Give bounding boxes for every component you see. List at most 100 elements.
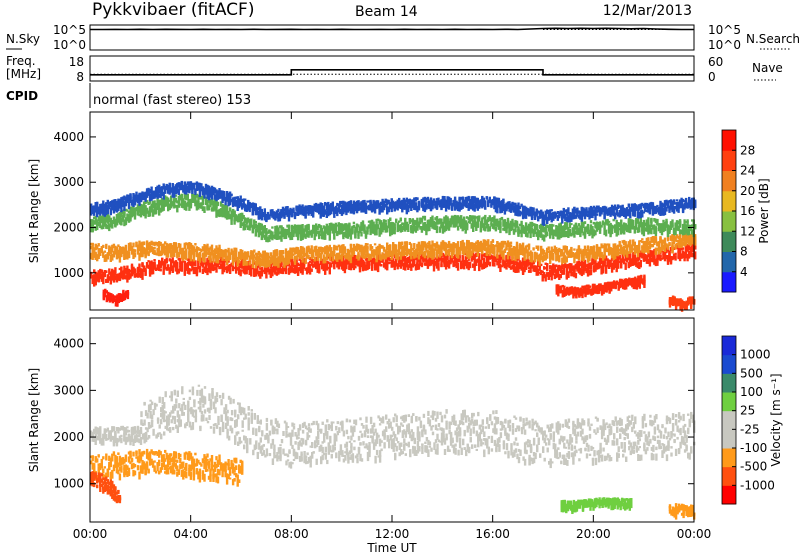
echo-cell — [176, 263, 179, 272]
echo-cell — [242, 204, 245, 208]
echo-cell — [520, 220, 523, 224]
echo-cell — [118, 252, 122, 255]
echo-cell — [426, 253, 430, 259]
echo-cell — [90, 208, 93, 216]
echo-cell — [521, 251, 525, 255]
echo-cell — [269, 234, 273, 240]
echo-cell — [289, 253, 292, 260]
echo-cell — [102, 220, 105, 227]
echo-cell — [633, 243, 636, 249]
echo-cell — [225, 193, 229, 199]
echo-cell — [484, 252, 487, 257]
echo-cell — [174, 197, 177, 201]
echo-cell — [476, 247, 479, 253]
echo-cell — [623, 222, 626, 226]
echo-cell — [666, 238, 670, 242]
echo-cell — [604, 219, 608, 224]
echo-cell — [688, 234, 691, 242]
echo-cell — [684, 234, 688, 238]
echo-cell — [343, 255, 347, 259]
echo-cell — [330, 262, 333, 266]
echo-cell — [452, 256, 455, 260]
echo-cell — [493, 262, 496, 267]
echo-cell — [512, 250, 516, 256]
echo-cell — [206, 268, 209, 276]
echo-cell — [142, 241, 146, 246]
echo-cell — [363, 255, 366, 259]
echo-cell — [568, 267, 572, 274]
echo-cell — [165, 201, 168, 206]
echo-cell — [496, 250, 499, 259]
echo-cell — [142, 250, 146, 253]
echo-cell — [543, 256, 546, 261]
echo-cell — [543, 266, 546, 270]
echo-cell — [244, 198, 247, 201]
echo-cell — [278, 211, 282, 218]
echo-cell — [556, 253, 559, 259]
echo-cell — [171, 186, 174, 192]
echo-cell — [327, 261, 330, 265]
echo-cell — [179, 182, 182, 185]
echo-cell — [629, 223, 632, 230]
echo-cell — [123, 195, 126, 198]
echo-cell — [263, 225, 266, 232]
echo-cell — [316, 249, 319, 256]
echo-cell — [287, 250, 291, 258]
echo-cell — [446, 249, 449, 254]
echo-cell — [170, 245, 173, 250]
echo-cell — [654, 258, 658, 263]
echo-cell — [434, 244, 437, 251]
echo-cell — [541, 273, 544, 277]
echo-cell — [254, 269, 257, 273]
echo-cell — [431, 244, 434, 248]
echo-cell — [115, 206, 119, 213]
echo-cell — [654, 259, 658, 267]
echo-cell — [651, 255, 655, 263]
echo-cell — [567, 271, 570, 278]
echo-cell — [556, 273, 559, 278]
echo-cell — [114, 250, 117, 255]
echo-cell — [115, 222, 119, 226]
freq-right-tick-top: 60 — [708, 55, 723, 69]
echo-cell — [435, 262, 439, 267]
echo-cell — [533, 251, 537, 255]
echo-cell — [188, 204, 191, 211]
echo-cell — [372, 221, 375, 226]
echo-cell — [174, 190, 177, 195]
echo-cell — [438, 245, 442, 250]
echo-cell — [644, 241, 647, 245]
echo-cell — [592, 251, 596, 258]
echo-cell — [307, 231, 310, 238]
echo-cell — [120, 217, 123, 226]
echo-cell — [366, 231, 369, 235]
echo-cell — [129, 207, 132, 216]
echo-cell — [145, 240, 149, 246]
echo-cell — [659, 223, 662, 227]
echo-cell — [114, 221, 117, 227]
echo-cell — [509, 225, 513, 232]
echo-cell — [327, 255, 330, 259]
echo-cell — [90, 245, 93, 250]
echo-cell — [636, 227, 639, 233]
echo-cell — [280, 225, 283, 233]
echo-cell — [565, 222, 568, 225]
echo-cell — [677, 255, 680, 258]
echo-cell — [299, 256, 303, 260]
echo-cell — [130, 263, 134, 271]
echo-cell — [376, 251, 380, 255]
echo-cell — [585, 249, 588, 255]
echo-cell — [176, 188, 179, 194]
echo-cell — [515, 247, 519, 254]
echo-cell — [103, 250, 106, 253]
echo-cell — [221, 190, 224, 198]
echo-cell — [410, 248, 413, 253]
echo-cell — [659, 254, 662, 257]
echo-cell — [645, 220, 649, 228]
echo-cell — [307, 262, 310, 267]
noise-left-tick-bottom: 10^0 — [53, 38, 86, 52]
echo-cell — [529, 262, 532, 269]
echo-band-1 — [90, 230, 697, 269]
echo-cell — [96, 276, 99, 282]
echo-cell — [144, 201, 147, 204]
echo-cell — [444, 218, 448, 226]
